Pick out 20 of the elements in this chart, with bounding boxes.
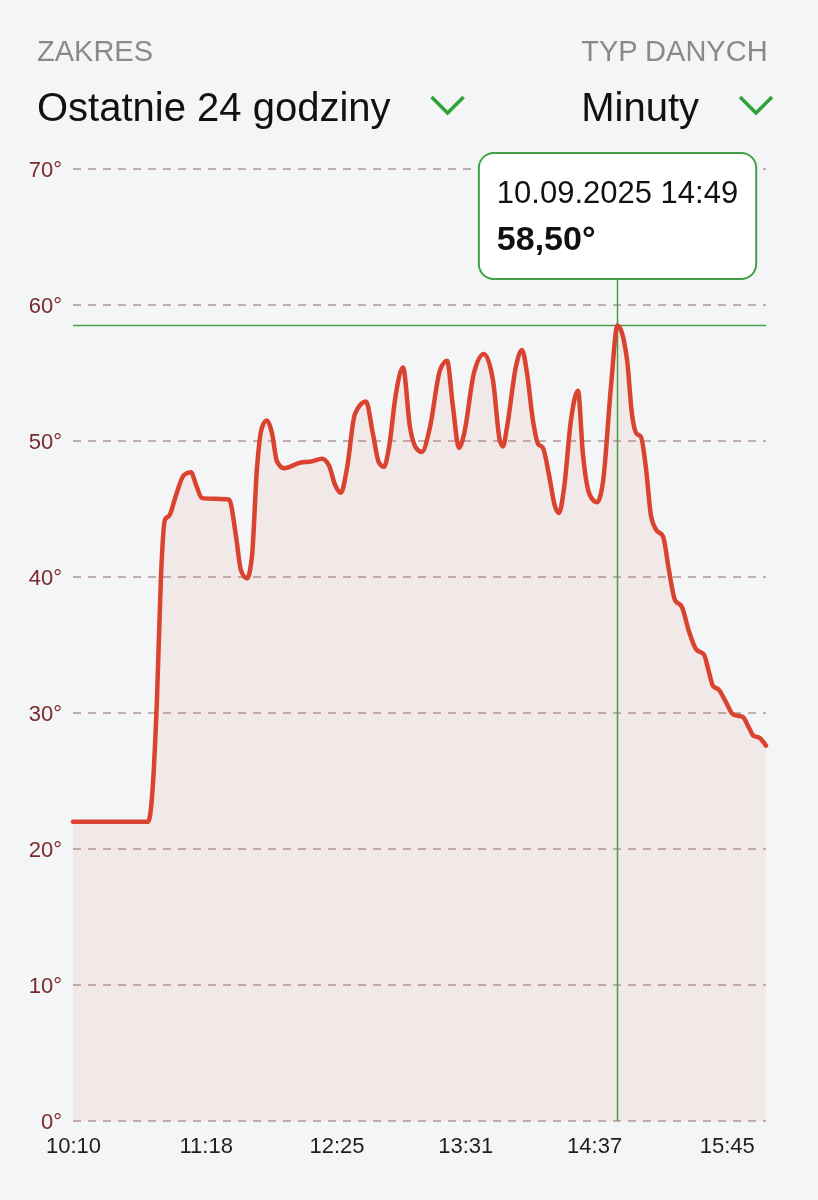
y-tick-label: 20° — [28, 836, 62, 862]
x-tick-label: 12:25 — [309, 1132, 365, 1158]
x-tick-label: 15:45 — [699, 1132, 755, 1158]
text: TYP DANYCH — [581, 35, 768, 67]
text: Minuty — [581, 85, 699, 129]
text: ZAKRES — [37, 35, 154, 67]
x-tick-label: 14:37 — [567, 1132, 623, 1158]
annotation: 10.09.2025 14:49 — [496, 175, 739, 210]
x-tick-label: 13:31 — [438, 1132, 494, 1158]
annotation: 58,50° — [496, 219, 596, 257]
y-tick-label: 60° — [28, 292, 62, 318]
y-tick-label: 0° — [40, 1108, 62, 1134]
y-tick-label: 70° — [28, 156, 62, 182]
x-tick-label: 11:18 — [179, 1132, 233, 1158]
x-tick-label: 10:10 — [45, 1132, 102, 1158]
y-tick-label: 10° — [28, 972, 62, 998]
text: Ostatnie 24 godziny — [37, 85, 391, 129]
y-tick-label: 30° — [28, 700, 62, 726]
y-tick-label: 50° — [28, 428, 62, 454]
y-tick-label: 40° — [28, 564, 62, 590]
